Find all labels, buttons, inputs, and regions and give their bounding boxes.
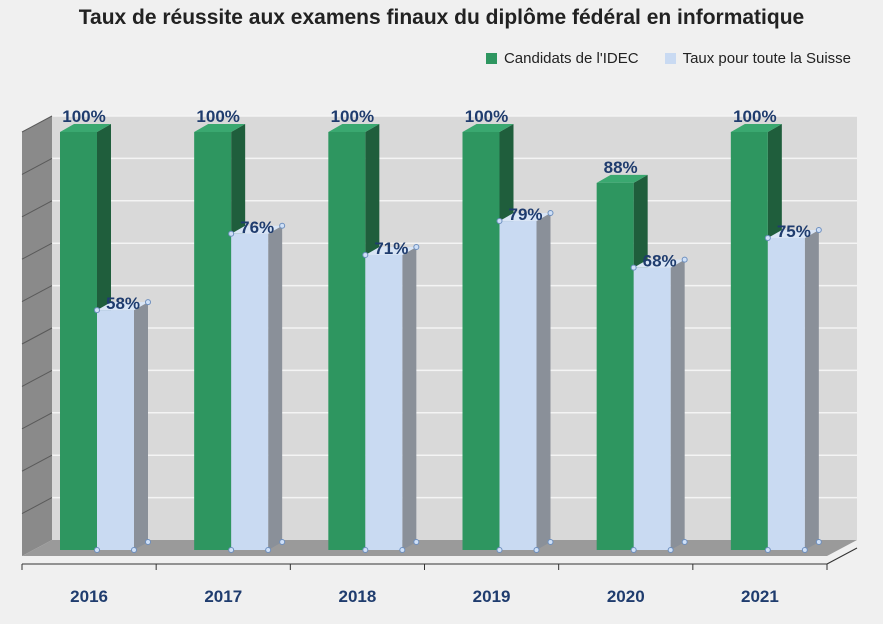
selection-handle <box>228 230 235 237</box>
bar-idec <box>194 132 232 550</box>
bar-top <box>231 225 283 234</box>
gridline-side <box>21 369 53 387</box>
selection-handle <box>801 547 808 553</box>
selection-handle <box>630 547 637 553</box>
selection-handle <box>362 547 369 553</box>
x-tick-label: 2021 <box>741 587 779 606</box>
x-tick-label: 2019 <box>473 587 511 606</box>
selection-handle <box>630 264 637 271</box>
bar-top <box>633 259 685 268</box>
legend-swatch-idec <box>485 53 497 64</box>
selection-handle <box>667 547 674 553</box>
bar-top <box>97 302 148 311</box>
data-label: 71% <box>374 239 408 258</box>
selection-handle <box>145 539 151 545</box>
bar-side <box>804 230 819 550</box>
bar-idec <box>60 132 97 550</box>
gridline-side <box>21 497 53 515</box>
bar-suisse <box>633 267 671 550</box>
bar-top <box>194 124 246 132</box>
selection-handle <box>547 210 554 217</box>
gridline-side <box>21 412 53 430</box>
bar-idec <box>596 182 634 550</box>
x-axis-depth <box>826 547 858 565</box>
gridline-side <box>21 327 53 345</box>
bar-suisse <box>97 310 134 550</box>
data-label: 68% <box>643 252 677 271</box>
data-label: 100% <box>331 107 374 126</box>
selection-handle <box>533 547 540 553</box>
selection-handle <box>131 547 137 553</box>
selection-handle <box>413 243 420 250</box>
legend: Candidats de l'IDEC Taux pour toute la S… <box>460 50 851 67</box>
gridline-side <box>21 454 53 472</box>
selection-handle <box>94 547 100 553</box>
bar-side <box>134 302 148 550</box>
gridline-side <box>21 157 53 175</box>
legend-item-idec: Candidats de l'IDEC <box>485 50 639 67</box>
bar-top <box>596 174 648 183</box>
selection-handle <box>496 218 503 225</box>
x-tick-label: 2018 <box>339 587 377 606</box>
selection-handle <box>279 539 286 545</box>
selection-handle <box>265 547 272 553</box>
bar-suisse <box>365 254 403 550</box>
bar-suisse <box>499 221 537 551</box>
gridline-side <box>21 115 53 133</box>
data-label: 79% <box>508 205 542 224</box>
legend-swatch-suisse <box>664 53 676 64</box>
data-label: 76% <box>240 218 274 237</box>
x-tick-label: 2016 <box>70 587 108 606</box>
bar-side <box>268 225 283 550</box>
selection-handle <box>399 547 406 553</box>
data-label: 88% <box>604 158 638 177</box>
bar-idec <box>730 132 768 550</box>
selection-handle <box>362 251 369 258</box>
bar-idec <box>328 132 366 550</box>
x-tick-label: 2017 <box>204 587 242 606</box>
bar-top <box>730 124 782 132</box>
selection-handle <box>496 547 503 553</box>
selection-handle <box>815 539 822 545</box>
bar-side <box>536 213 551 551</box>
selection-handle <box>681 539 688 545</box>
selection-handle <box>815 227 822 233</box>
data-label: 100% <box>196 107 239 126</box>
chart-title: Taux de réussite aux examens finaux du d… <box>78 6 805 29</box>
selection-handle <box>145 299 151 306</box>
bar-suisse <box>767 238 805 550</box>
data-label: 100% <box>733 107 776 126</box>
data-label: 100% <box>62 107 105 126</box>
bar-side <box>402 246 417 550</box>
selection-handle <box>681 256 688 263</box>
selection-handle <box>547 539 554 545</box>
legend-label-idec: Candidats de l'IDEC <box>503 50 639 67</box>
gridline-side <box>21 285 53 303</box>
bar-top <box>462 124 514 132</box>
bar-side <box>670 259 685 550</box>
x-tick-label: 2020 <box>607 587 645 606</box>
selection-handle <box>228 547 235 553</box>
selection-handle <box>413 539 420 545</box>
bar-top <box>328 124 380 132</box>
bar-top <box>60 124 111 132</box>
legend-item-suisse: Taux pour toute la Suisse <box>664 50 851 67</box>
legend-label-suisse: Taux pour toute la Suisse <box>682 50 851 67</box>
bar-top <box>767 230 819 238</box>
data-label: 75% <box>777 222 811 241</box>
gridline-side <box>21 242 53 260</box>
selection-handle <box>764 235 771 241</box>
data-label: 100% <box>465 107 508 126</box>
selection-handle <box>764 547 771 553</box>
bar-top <box>499 213 551 222</box>
selection-handle <box>94 307 100 314</box>
selection-handle <box>279 222 286 229</box>
gridline-side <box>21 200 53 218</box>
data-label: 58% <box>106 294 140 313</box>
bar-top <box>365 246 417 255</box>
bar-suisse <box>231 233 269 550</box>
bar-idec <box>462 132 500 550</box>
